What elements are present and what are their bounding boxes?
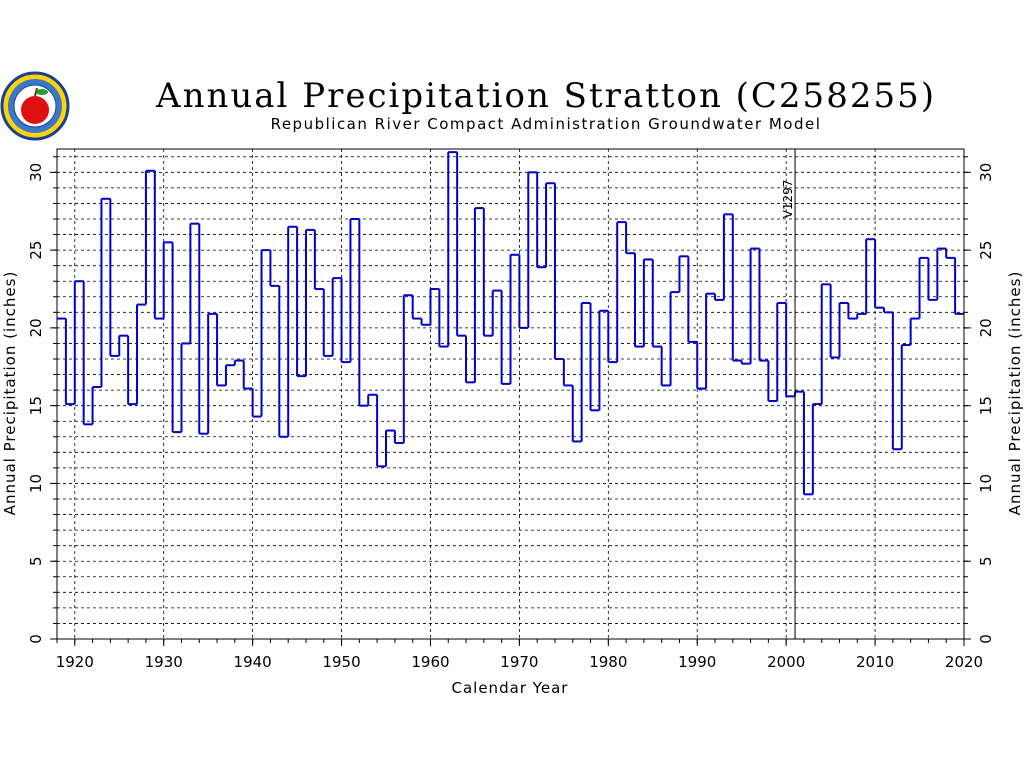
- y-tick-label-right: 30: [977, 163, 995, 182]
- y-tick-label-left: 20: [27, 318, 45, 337]
- x-tick-label: 2020: [945, 653, 983, 671]
- chart-title: Annual Precipitation Stratton (C258255): [155, 76, 936, 116]
- annotation-label: V1297: [781, 180, 795, 219]
- apple-seal-logo: [0, 71, 70, 141]
- y-axis-label-right: Annual Precipitation (inches): [1006, 271, 1024, 516]
- y-tick-label-right: 5: [977, 556, 995, 566]
- x-tick-label: 1940: [234, 653, 272, 671]
- x-tick-label: 2000: [767, 653, 805, 671]
- x-tick-label: 1990: [678, 653, 716, 671]
- grid: [57, 149, 965, 639]
- y-tick-label-left: 25: [27, 241, 45, 260]
- x-tick-label: 1920: [56, 653, 94, 671]
- x-tick-label: 1930: [145, 653, 183, 671]
- y-tick-label-left: 15: [27, 396, 45, 415]
- y-tick-label-left: 30: [27, 163, 45, 182]
- x-axis-label: Calendar Year: [452, 679, 569, 697]
- x-tick-label: 1970: [500, 653, 538, 671]
- y-tick-label-right: 25: [977, 241, 995, 260]
- x-tick-label: 2010: [856, 653, 894, 671]
- plot-frame: [56, 148, 965, 640]
- y-axis-label-left: Annual Precipitation (inches): [1, 271, 19, 516]
- axis-ticks: 1920 1930 1940 1950 1960 1970 1980 1990 2000 2010…: [27, 156, 995, 671]
- y-tick-label-left: 5: [27, 556, 45, 566]
- x-tick-label: 1980: [589, 653, 627, 671]
- x-tick-label: 1960: [411, 653, 449, 671]
- y-tick-label-right: 20: [977, 318, 995, 337]
- precipitation-series: [57, 151, 964, 496]
- y-tick-label-right: 15: [977, 396, 995, 415]
- x-tick-label: 1950: [322, 653, 360, 671]
- annotation-marker: V1297: [781, 149, 796, 639]
- y-tick-label-right: 10: [977, 474, 995, 493]
- y-tick-label-left: 0: [27, 634, 45, 644]
- y-tick-label-left: 10: [27, 474, 45, 493]
- y-tick-label-right: 0: [977, 634, 995, 644]
- chart-subtitle: Republican River Compact Administration …: [271, 115, 822, 133]
